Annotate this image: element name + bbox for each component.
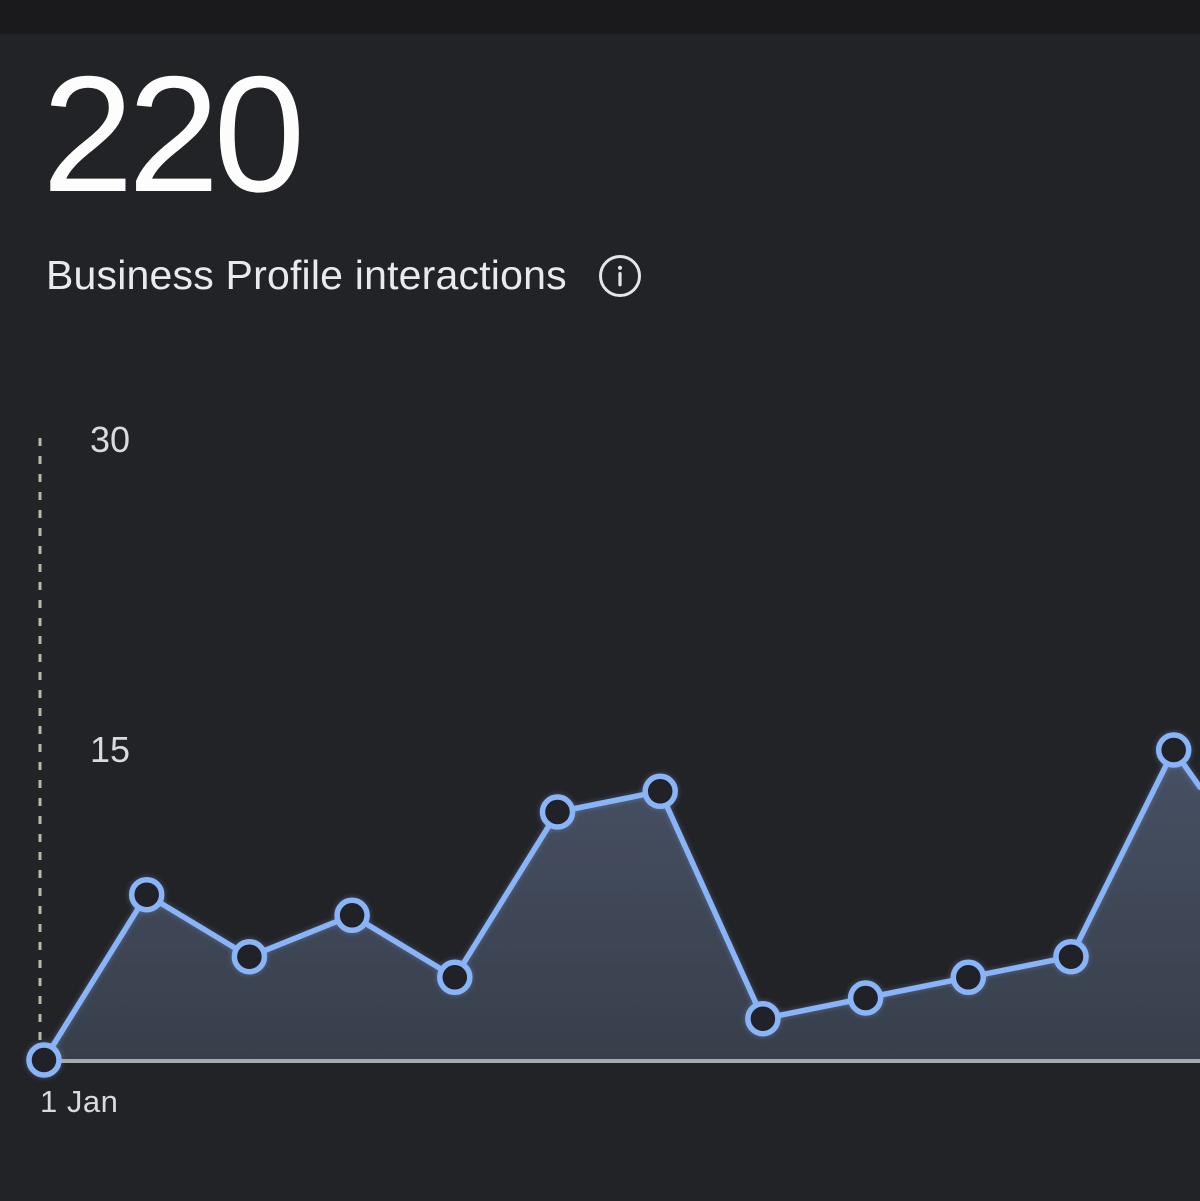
x-axis-tick-label-1jan: 1 Jan [40, 1084, 119, 1119]
data-point-marker[interactable] [847, 980, 884, 1016]
data-point-marker[interactable] [642, 773, 678, 810]
data-point-marker[interactable] [539, 794, 576, 830]
info-icon[interactable] [597, 253, 643, 299]
data-point-marker[interactable] [950, 959, 987, 996]
metric-value: 220 [42, 42, 305, 226]
y-axis-tick-label-15: 15 [89, 729, 130, 770]
data-point-marker[interactable] [334, 897, 370, 934]
top-strip [0, 0, 1200, 34]
data-point-marker[interactable] [745, 1000, 781, 1037]
data-point-marker[interactable] [437, 959, 473, 996]
metric-label: Business Profile interactions [46, 252, 567, 298]
metric-label-row: Business Profile interactions [46, 252, 643, 299]
data-point-marker[interactable] [231, 938, 268, 975]
data-point-marker[interactable] [1053, 938, 1089, 975]
data-point-marker[interactable] [26, 1042, 62, 1078]
data-point-marker[interactable] [128, 876, 165, 913]
y-axis-tick-label-30: 30 [89, 419, 130, 460]
area-fill [44, 750, 1200, 1060]
data-point-marker[interactable] [1155, 732, 1192, 768]
